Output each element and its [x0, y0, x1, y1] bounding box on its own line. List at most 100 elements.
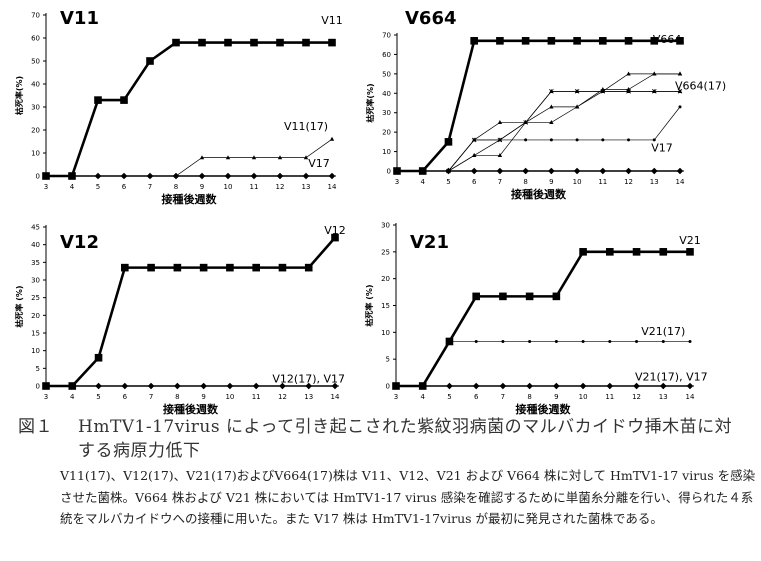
- y-tick-label: 20: [31, 312, 40, 320]
- chart-title: V11: [60, 8, 99, 29]
- data-point: [606, 382, 614, 390]
- data-point: [627, 138, 631, 142]
- data-point: [686, 382, 694, 390]
- data-point: [498, 138, 502, 142]
- x-tick-label: 8: [174, 183, 178, 191]
- data-point: [445, 337, 454, 346]
- x-tick-label: 12: [276, 183, 285, 191]
- data-point: [393, 167, 401, 175]
- data-point: [305, 382, 313, 390]
- data-point: [528, 339, 532, 343]
- x-tick-label: 12: [624, 178, 633, 186]
- x-tick-label: 13: [304, 393, 313, 401]
- x-tick-label: 3: [394, 393, 398, 401]
- data-point: [146, 57, 154, 65]
- series-label: V21: [679, 234, 701, 247]
- y-tick-label: 45: [31, 224, 40, 232]
- series-label: V11(17): [284, 120, 328, 133]
- x-tick-label: 7: [498, 178, 502, 186]
- x-tick-label: 11: [605, 393, 614, 401]
- x-tick-label: 7: [501, 393, 505, 401]
- data-point: [522, 167, 529, 175]
- y-tick-label: 30: [382, 109, 391, 117]
- series-label: V664(17): [675, 79, 726, 92]
- data-point: [549, 138, 553, 142]
- data-point: [252, 263, 260, 272]
- chart-v21: V21 0 5 10 15 20 25 30 3 4 5 6 7 8 9 10 11 12 13 14 接種後週数 枯死率…: [364, 222, 708, 417]
- data-point: [472, 382, 480, 390]
- caption-title: 図１ HmTV1-17virus によって引き起こされた紫紋羽病菌のマルバカイドウ…: [18, 415, 758, 463]
- y-axis-label: 枯死率(%): [14, 76, 24, 115]
- x-tick-label: 3: [44, 183, 48, 191]
- data-point: [199, 155, 205, 160]
- data-point: [601, 138, 605, 142]
- data-point: [525, 292, 534, 301]
- caption-body: V11(17)、V12(17)、V21(17)およびV664(17)株は V11…: [60, 468, 756, 526]
- data-point: [635, 339, 639, 343]
- x-tick-label: 13: [659, 393, 668, 401]
- chart-title: V12: [60, 232, 99, 253]
- data-point: [496, 37, 504, 45]
- data-point: [328, 172, 336, 180]
- data-point: [331, 382, 339, 390]
- y-tick-label: 0: [386, 383, 390, 391]
- data-point: [276, 172, 284, 180]
- data-point: [677, 88, 683, 93]
- data-point: [302, 38, 310, 47]
- x-tick-label: 9: [201, 393, 205, 401]
- data-point: [579, 382, 587, 390]
- y-tick-label: 20: [382, 129, 391, 137]
- data-point: [94, 353, 103, 362]
- data-point: [575, 138, 579, 142]
- y-tick-label: 30: [31, 277, 40, 285]
- y-tick-label: 35: [31, 259, 40, 267]
- data-point: [497, 153, 503, 158]
- data-point: [574, 88, 580, 93]
- data-point: [521, 37, 530, 45]
- data-point: [688, 339, 692, 343]
- y-tick-label: 0: [387, 168, 391, 176]
- data-point: [224, 38, 232, 47]
- y-tick-label: 50: [31, 58, 40, 66]
- data-point: [553, 382, 560, 390]
- x-axis-label: 接種後週数: [511, 187, 567, 201]
- series-label: V21(17): [641, 325, 685, 338]
- data-point: [146, 172, 154, 180]
- data-point: [94, 172, 102, 180]
- data-point: [252, 382, 260, 390]
- x-tick-label: 12: [632, 393, 641, 401]
- x-tick-label: 14: [331, 393, 340, 401]
- data-point: [302, 172, 310, 180]
- data-point: [470, 37, 478, 45]
- data-point: [599, 167, 607, 175]
- series-label: V17: [308, 157, 330, 170]
- data-point: [95, 382, 102, 390]
- series-label: V17: [651, 142, 673, 155]
- data-point: [68, 382, 77, 390]
- x-tick-label: 6: [123, 393, 128, 401]
- data-point: [659, 382, 667, 390]
- data-point: [445, 167, 452, 175]
- data-point: [250, 172, 258, 180]
- series-line-v664: [397, 39, 680, 173]
- x-tick-label: 10: [573, 178, 582, 186]
- x-tick-label: 14: [686, 393, 695, 401]
- y-axis-label: 枯死率 (%): [364, 284, 374, 326]
- data-point: [686, 248, 694, 256]
- x-tick-label: 11: [252, 393, 261, 401]
- figure-caption: 図１ HmTV1-17virus によって引き起こされた紫紋羽病菌のマルバカイドウ…: [18, 415, 758, 530]
- x-tick-label: 6: [472, 178, 477, 186]
- data-point: [524, 138, 528, 142]
- y-tick-label: 5: [386, 356, 390, 364]
- y-axis-label: 枯死率(%): [365, 83, 375, 122]
- data-point: [581, 339, 585, 343]
- data-point: [626, 88, 631, 93]
- y-tick-label: 60: [382, 51, 391, 59]
- x-tick-label: 11: [598, 178, 607, 186]
- data-point: [418, 167, 427, 175]
- caption-title-line2: する病原力低下: [78, 441, 201, 461]
- data-point: [472, 138, 476, 142]
- y-tick-label: 10: [31, 347, 40, 355]
- x-tick-label: 9: [554, 393, 558, 401]
